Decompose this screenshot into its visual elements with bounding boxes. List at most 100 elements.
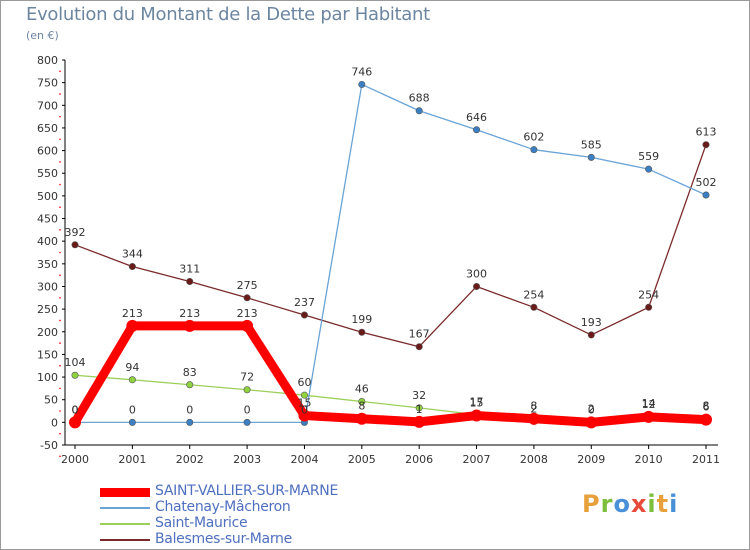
y-minor-dot xyxy=(59,364,61,367)
y-tick-label: 600 xyxy=(37,145,58,158)
series-point-3 xyxy=(243,294,251,302)
chart-legend: SAINT-VALLIER-SUR-MARNE Chatenay-Mâcheron… xyxy=(100,483,400,548)
legend-swatch xyxy=(100,539,150,541)
series-point-0 xyxy=(126,319,139,332)
y-tick-label: 100 xyxy=(37,371,58,384)
legend-item: Saint-Maurice xyxy=(100,515,400,532)
data-label-0: 12 xyxy=(642,398,656,411)
series-point-0 xyxy=(298,409,311,422)
series-point-3 xyxy=(71,241,79,249)
legend-label: Saint-Maurice xyxy=(155,515,248,531)
series-point-0 xyxy=(642,410,655,423)
y-minor-dot xyxy=(59,115,61,118)
data-label-0: 213 xyxy=(122,307,143,320)
y-minor-dot xyxy=(59,183,61,186)
logo-letter: r xyxy=(600,490,614,518)
data-label-2: 8 xyxy=(703,400,710,413)
data-label-0: 6 xyxy=(703,401,710,414)
series-point-2 xyxy=(415,404,423,412)
series-point-1 xyxy=(186,418,194,426)
data-label-2: 94 xyxy=(125,361,139,374)
series-point-1 xyxy=(587,153,595,161)
series-point-2 xyxy=(358,398,366,406)
series-point-2 xyxy=(300,391,308,399)
data-label-3: 199 xyxy=(351,313,372,326)
y-tick-label: 200 xyxy=(37,326,58,339)
y-tick-label: 700 xyxy=(37,99,58,112)
y-minor-dot xyxy=(59,410,61,412)
y-minor-dot xyxy=(59,206,61,209)
y-tick-label: 500 xyxy=(37,190,58,203)
y-tick-label: 250 xyxy=(37,303,58,316)
series-point-0 xyxy=(69,416,81,429)
data-label-3: 300 xyxy=(466,267,487,280)
data-label-1: 559 xyxy=(638,150,659,163)
x-tick-label: 2005 xyxy=(348,453,376,466)
series-point-0 xyxy=(241,319,254,332)
data-label-1: 0 xyxy=(129,403,136,416)
y-minor-dot xyxy=(59,319,61,322)
series-point-0 xyxy=(527,412,540,425)
series-line-2 xyxy=(74,374,707,423)
legend-label: Balesmes-sur-Marne xyxy=(155,531,292,547)
series-point-1 xyxy=(358,80,366,88)
legend-swatch xyxy=(100,507,150,509)
data-label-0: 213 xyxy=(237,307,258,320)
y-minor-dot xyxy=(59,93,61,95)
logo-letter: P xyxy=(582,490,601,518)
series-point-3 xyxy=(702,141,710,149)
x-tick-label: 2004 xyxy=(290,453,318,466)
data-label-1: 602 xyxy=(523,131,544,144)
data-label-2: 46 xyxy=(355,383,369,396)
logo-letter: o xyxy=(613,490,631,518)
series-point-2 xyxy=(243,386,251,394)
series-point-3 xyxy=(300,311,308,319)
data-label-1: 0 xyxy=(244,403,251,416)
series-point-0 xyxy=(183,319,196,332)
series-point-0 xyxy=(355,412,368,425)
data-label-2: 32 xyxy=(412,389,426,402)
y-tick-label: 0 xyxy=(51,416,58,429)
x-tick-label: 2000 xyxy=(61,453,89,466)
series-point-1 xyxy=(243,418,251,426)
y-minor-dot xyxy=(59,296,61,299)
data-label-1: 688 xyxy=(409,92,430,105)
data-label-3: 392 xyxy=(65,226,86,239)
x-tick-label: 2007 xyxy=(463,453,491,466)
y-minor-dot xyxy=(59,251,61,254)
y-minor-dot xyxy=(59,70,61,73)
data-label-2: 17 xyxy=(470,396,484,409)
data-label-1: 0 xyxy=(301,403,308,416)
data-label-3: 237 xyxy=(294,296,315,309)
data-label-2: 14 xyxy=(642,397,656,410)
series-point-2 xyxy=(71,371,79,379)
data-label-0: 0 xyxy=(588,403,595,416)
x-tick-label: 2003 xyxy=(233,453,261,466)
y-tick-label: 800 xyxy=(37,54,58,67)
series-point-3 xyxy=(645,303,653,311)
x-tick-label: 2009 xyxy=(577,453,605,466)
proxiti-logo[interactable]: Proxiti xyxy=(582,490,678,518)
legend-label: Chatenay-Mâcheron xyxy=(155,499,291,515)
data-label-2: 83 xyxy=(183,366,197,379)
series-point-2 xyxy=(128,376,136,384)
series-point-3 xyxy=(587,331,595,339)
line-chart: -500501001502002503003504004505005506006… xyxy=(37,54,720,466)
data-label-1: 646 xyxy=(466,111,487,124)
data-label-2: 2 xyxy=(588,402,595,415)
data-label-0: 1 xyxy=(416,403,423,416)
legend-label: SAINT-VALLIER-SUR-MARNE xyxy=(155,483,339,499)
y-minor-dot xyxy=(59,161,61,163)
legend-swatch xyxy=(100,487,150,497)
y-tick-label: 750 xyxy=(37,77,58,90)
x-tick-label: 2006 xyxy=(405,453,433,466)
series-point-3 xyxy=(473,282,481,290)
data-label-3: 254 xyxy=(523,288,544,301)
series-point-0 xyxy=(413,415,426,428)
data-label-3: 311 xyxy=(179,262,200,275)
legend-swatch xyxy=(100,523,150,525)
logo-letter: t xyxy=(656,490,670,518)
y-minor-dot xyxy=(59,387,61,390)
series-point-0 xyxy=(585,416,598,429)
